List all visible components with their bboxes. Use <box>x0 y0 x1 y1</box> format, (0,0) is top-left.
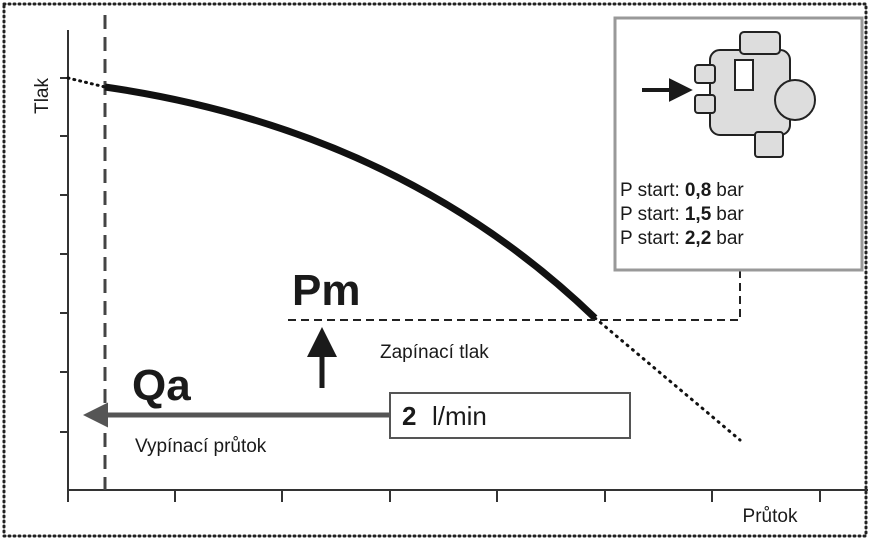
curve-dotted <box>68 78 105 87</box>
pm-label: Zapínací tlak <box>380 342 489 363</box>
inset-unit: bar <box>716 180 744 201</box>
x-axis-label: Průtok <box>743 506 798 527</box>
flow-unit: l/min <box>432 401 487 431</box>
qa-title: Qa <box>132 361 191 410</box>
inset-value: 1,5 <box>685 204 712 225</box>
inset-label: P start: <box>620 204 680 225</box>
flow-value: 2 <box>402 401 416 431</box>
diagram: Tlak Průtok Pm Zapínací tlak Qa Vypínací… <box>0 0 870 540</box>
inset-value: 2,2 <box>685 228 711 249</box>
inset-value: 0,8 <box>685 180 711 201</box>
flow-box <box>390 393 630 438</box>
pm-title: Pm <box>292 266 360 315</box>
inset-label: P start: <box>620 180 680 201</box>
inset-unit: bar <box>716 204 744 225</box>
qa-label: Vypínací průtok <box>135 436 267 457</box>
inset-label: P start: <box>620 228 680 249</box>
inset-unit: bar <box>716 228 744 249</box>
y-axis-label: Tlak <box>32 78 53 114</box>
